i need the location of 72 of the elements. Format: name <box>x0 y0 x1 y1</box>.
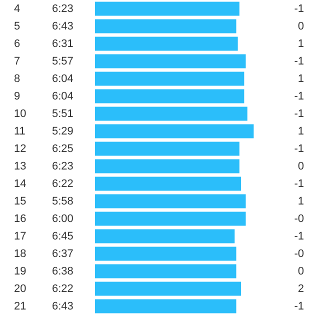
text: 6:37 <box>52 248 74 260</box>
bar <box>95 212 246 226</box>
bar <box>95 54 246 68</box>
text: 6:23 <box>52 2 74 15</box>
y-tick-label: 4 <box>14 2 20 15</box>
y-tick-label: 19 <box>14 265 26 278</box>
text: 0 <box>298 160 304 172</box>
text: -1 <box>294 90 304 102</box>
text: 6:22 <box>52 178 74 190</box>
bar <box>95 106 248 121</box>
bar <box>95 89 244 104</box>
text: 1 <box>298 195 304 208</box>
text: 1 <box>298 125 304 138</box>
text: -1 <box>294 230 304 242</box>
text: 1 <box>298 38 304 50</box>
text: -1 <box>294 108 304 120</box>
bar <box>95 194 246 208</box>
y-tick-label: 7 <box>14 55 20 68</box>
text: 0 <box>298 20 304 32</box>
y-tick-label: 6 <box>14 38 20 50</box>
y-tick-label: 20 <box>14 282 26 295</box>
y-tick-label: 21 <box>14 300 26 312</box>
text: -0 <box>294 212 304 225</box>
text: -1 <box>294 300 304 312</box>
y-tick-label: 13 <box>14 160 26 172</box>
text: -1 <box>294 55 304 68</box>
bar <box>95 72 244 86</box>
bar <box>95 124 254 138</box>
y-tick-label: 5 <box>14 20 20 32</box>
y-tick-label: 17 <box>14 230 26 242</box>
text: 6:23 <box>52 160 74 172</box>
bar <box>95 246 236 261</box>
y-tick-label: 14 <box>14 178 26 190</box>
bar <box>95 282 242 296</box>
text: 5:29 <box>52 125 74 138</box>
text: 5:57 <box>52 55 74 68</box>
bar <box>95 19 236 34</box>
text: 6:31 <box>52 38 74 50</box>
text: -1 <box>294 178 304 190</box>
y-tick-label: 11 <box>14 125 26 138</box>
text: 6:22 <box>52 282 74 295</box>
text: -1 <box>294 142 304 155</box>
text: 6:25 <box>52 142 74 155</box>
bar <box>95 36 238 51</box>
bar <box>95 229 235 244</box>
bar <box>95 176 242 191</box>
bar <box>95 142 240 156</box>
text: 6:43 <box>52 300 74 312</box>
text: 2 <box>298 282 304 295</box>
bar <box>95 264 236 278</box>
text: 0 <box>298 265 304 278</box>
text: 6:43 <box>52 20 74 32</box>
bar <box>95 159 240 174</box>
y-tick-label: 8 <box>14 72 20 85</box>
y-tick-label: 9 <box>14 90 20 102</box>
y-tick-label: 16 <box>14 212 26 225</box>
text: 6:38 <box>52 265 74 278</box>
text: 5:51 <box>52 108 74 120</box>
y-tick-label: 12 <box>14 142 26 155</box>
text: -1 <box>294 2 304 15</box>
y-tick-label: 18 <box>14 248 26 260</box>
bar <box>95 2 240 16</box>
y-tick-label: 10 <box>14 108 26 120</box>
text: 6:04 <box>52 72 74 85</box>
y-tick-label: 15 <box>14 195 26 208</box>
text: 5:58 <box>52 195 74 208</box>
text: 6:00 <box>52 212 74 225</box>
text: 6:04 <box>52 90 74 102</box>
text: -0 <box>294 248 304 260</box>
text: 6:45 <box>52 230 74 242</box>
bar <box>95 299 236 314</box>
text: 1 <box>298 72 304 85</box>
